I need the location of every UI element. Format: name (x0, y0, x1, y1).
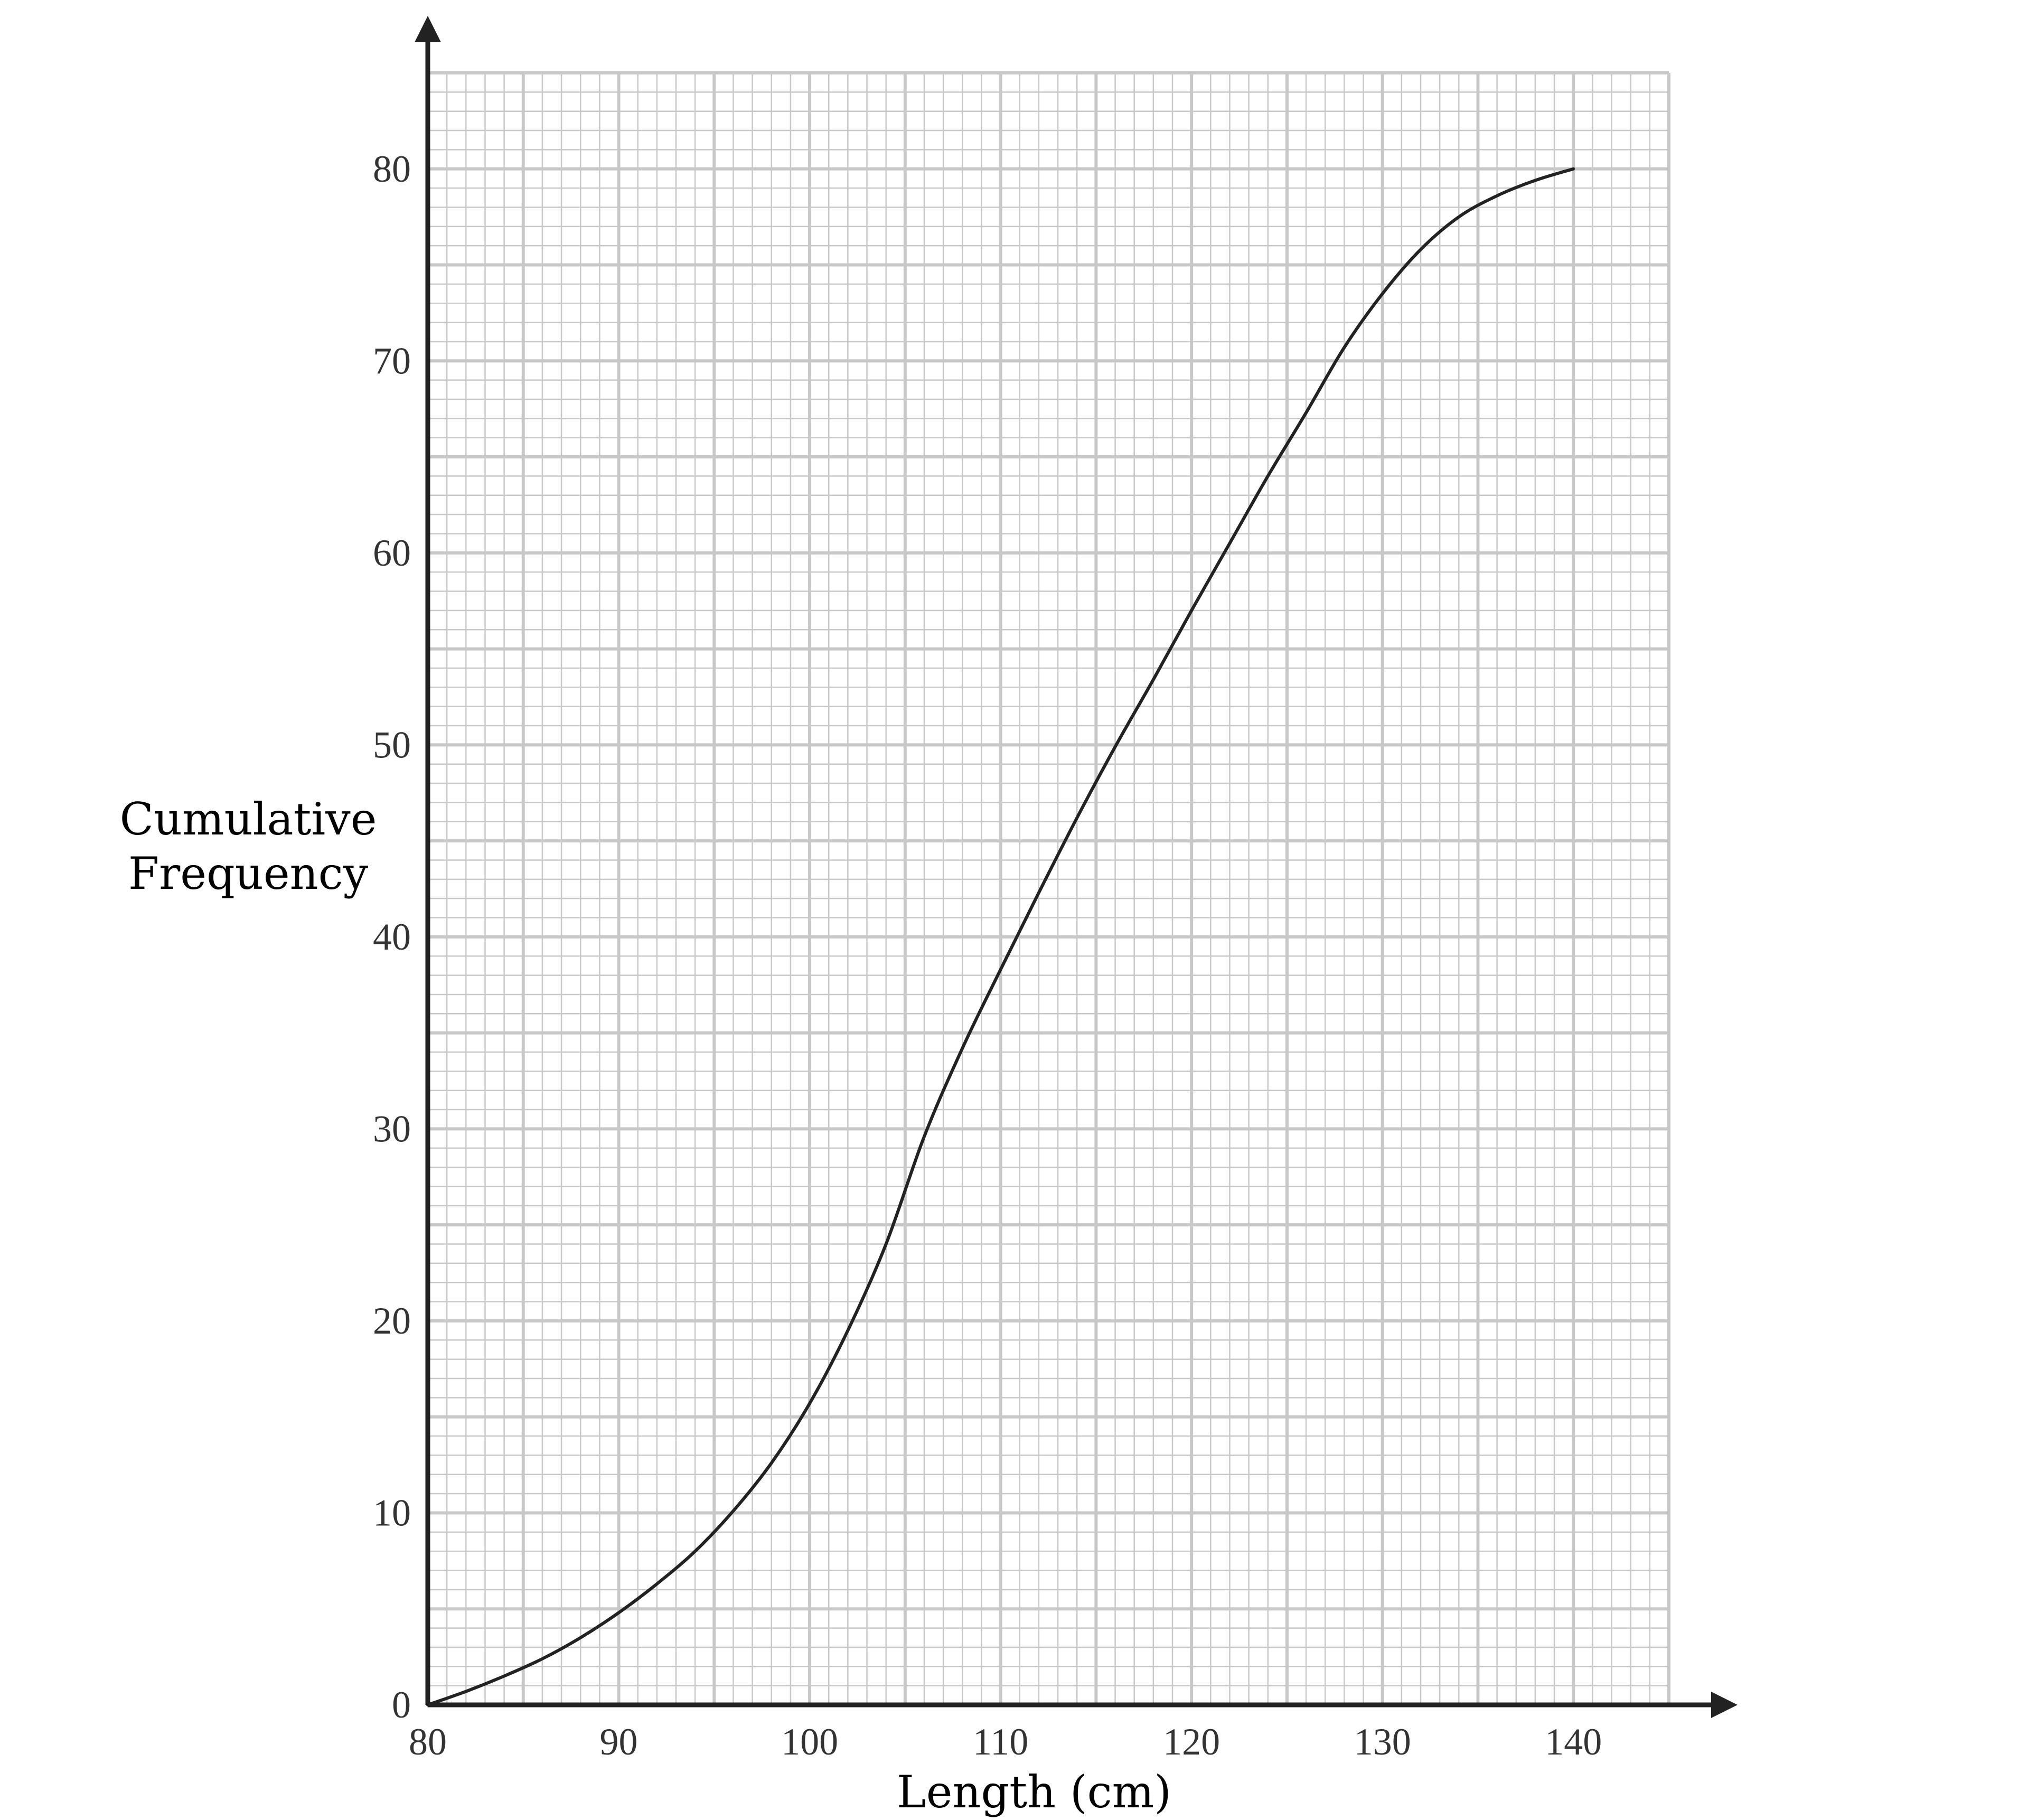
x-axis-arrow-icon (1711, 1692, 1738, 1718)
x-tick-label: 110 (973, 1721, 1028, 1763)
y-tick-label: 40 (373, 916, 411, 958)
minor-grid (428, 73, 1669, 1705)
x-tick-label: 140 (1545, 1721, 1602, 1763)
x-tick-label: 100 (781, 1721, 838, 1763)
x-axis-title: Length (cm) (897, 1766, 1171, 1818)
y-tick-label: 0 (392, 1684, 411, 1726)
x-tick-label: 120 (1163, 1721, 1220, 1763)
y-tick-label: 60 (373, 532, 411, 574)
y-tick-label: 50 (373, 724, 411, 766)
y-axis-title-line-2: Frequency (128, 848, 369, 899)
x-tick-label: 80 (409, 1721, 447, 1763)
y-tick-label: 70 (373, 340, 411, 382)
x-tick-label: 130 (1354, 1721, 1411, 1763)
y-axis-arrow-icon (415, 16, 441, 42)
x-tick-label: 90 (600, 1721, 638, 1763)
axes (415, 16, 1738, 1718)
y-tick-label: 20 (373, 1300, 411, 1342)
x-tick-labels: 80 90 100 110 120 130 140 (409, 1721, 1602, 1763)
y-tick-label: 30 (373, 1108, 411, 1150)
y-axis-title-line-1: Cumulative (120, 793, 377, 845)
major-grid (426, 71, 1670, 1706)
y-tick-label: 80 (373, 148, 411, 190)
curve-layer (426, 167, 1575, 1706)
y-tick-label: 10 (373, 1491, 411, 1534)
cumulative-frequency-curve (426, 167, 1575, 1706)
y-tick-labels: 0 10 20 30 40 50 60 70 80 (373, 148, 411, 1726)
